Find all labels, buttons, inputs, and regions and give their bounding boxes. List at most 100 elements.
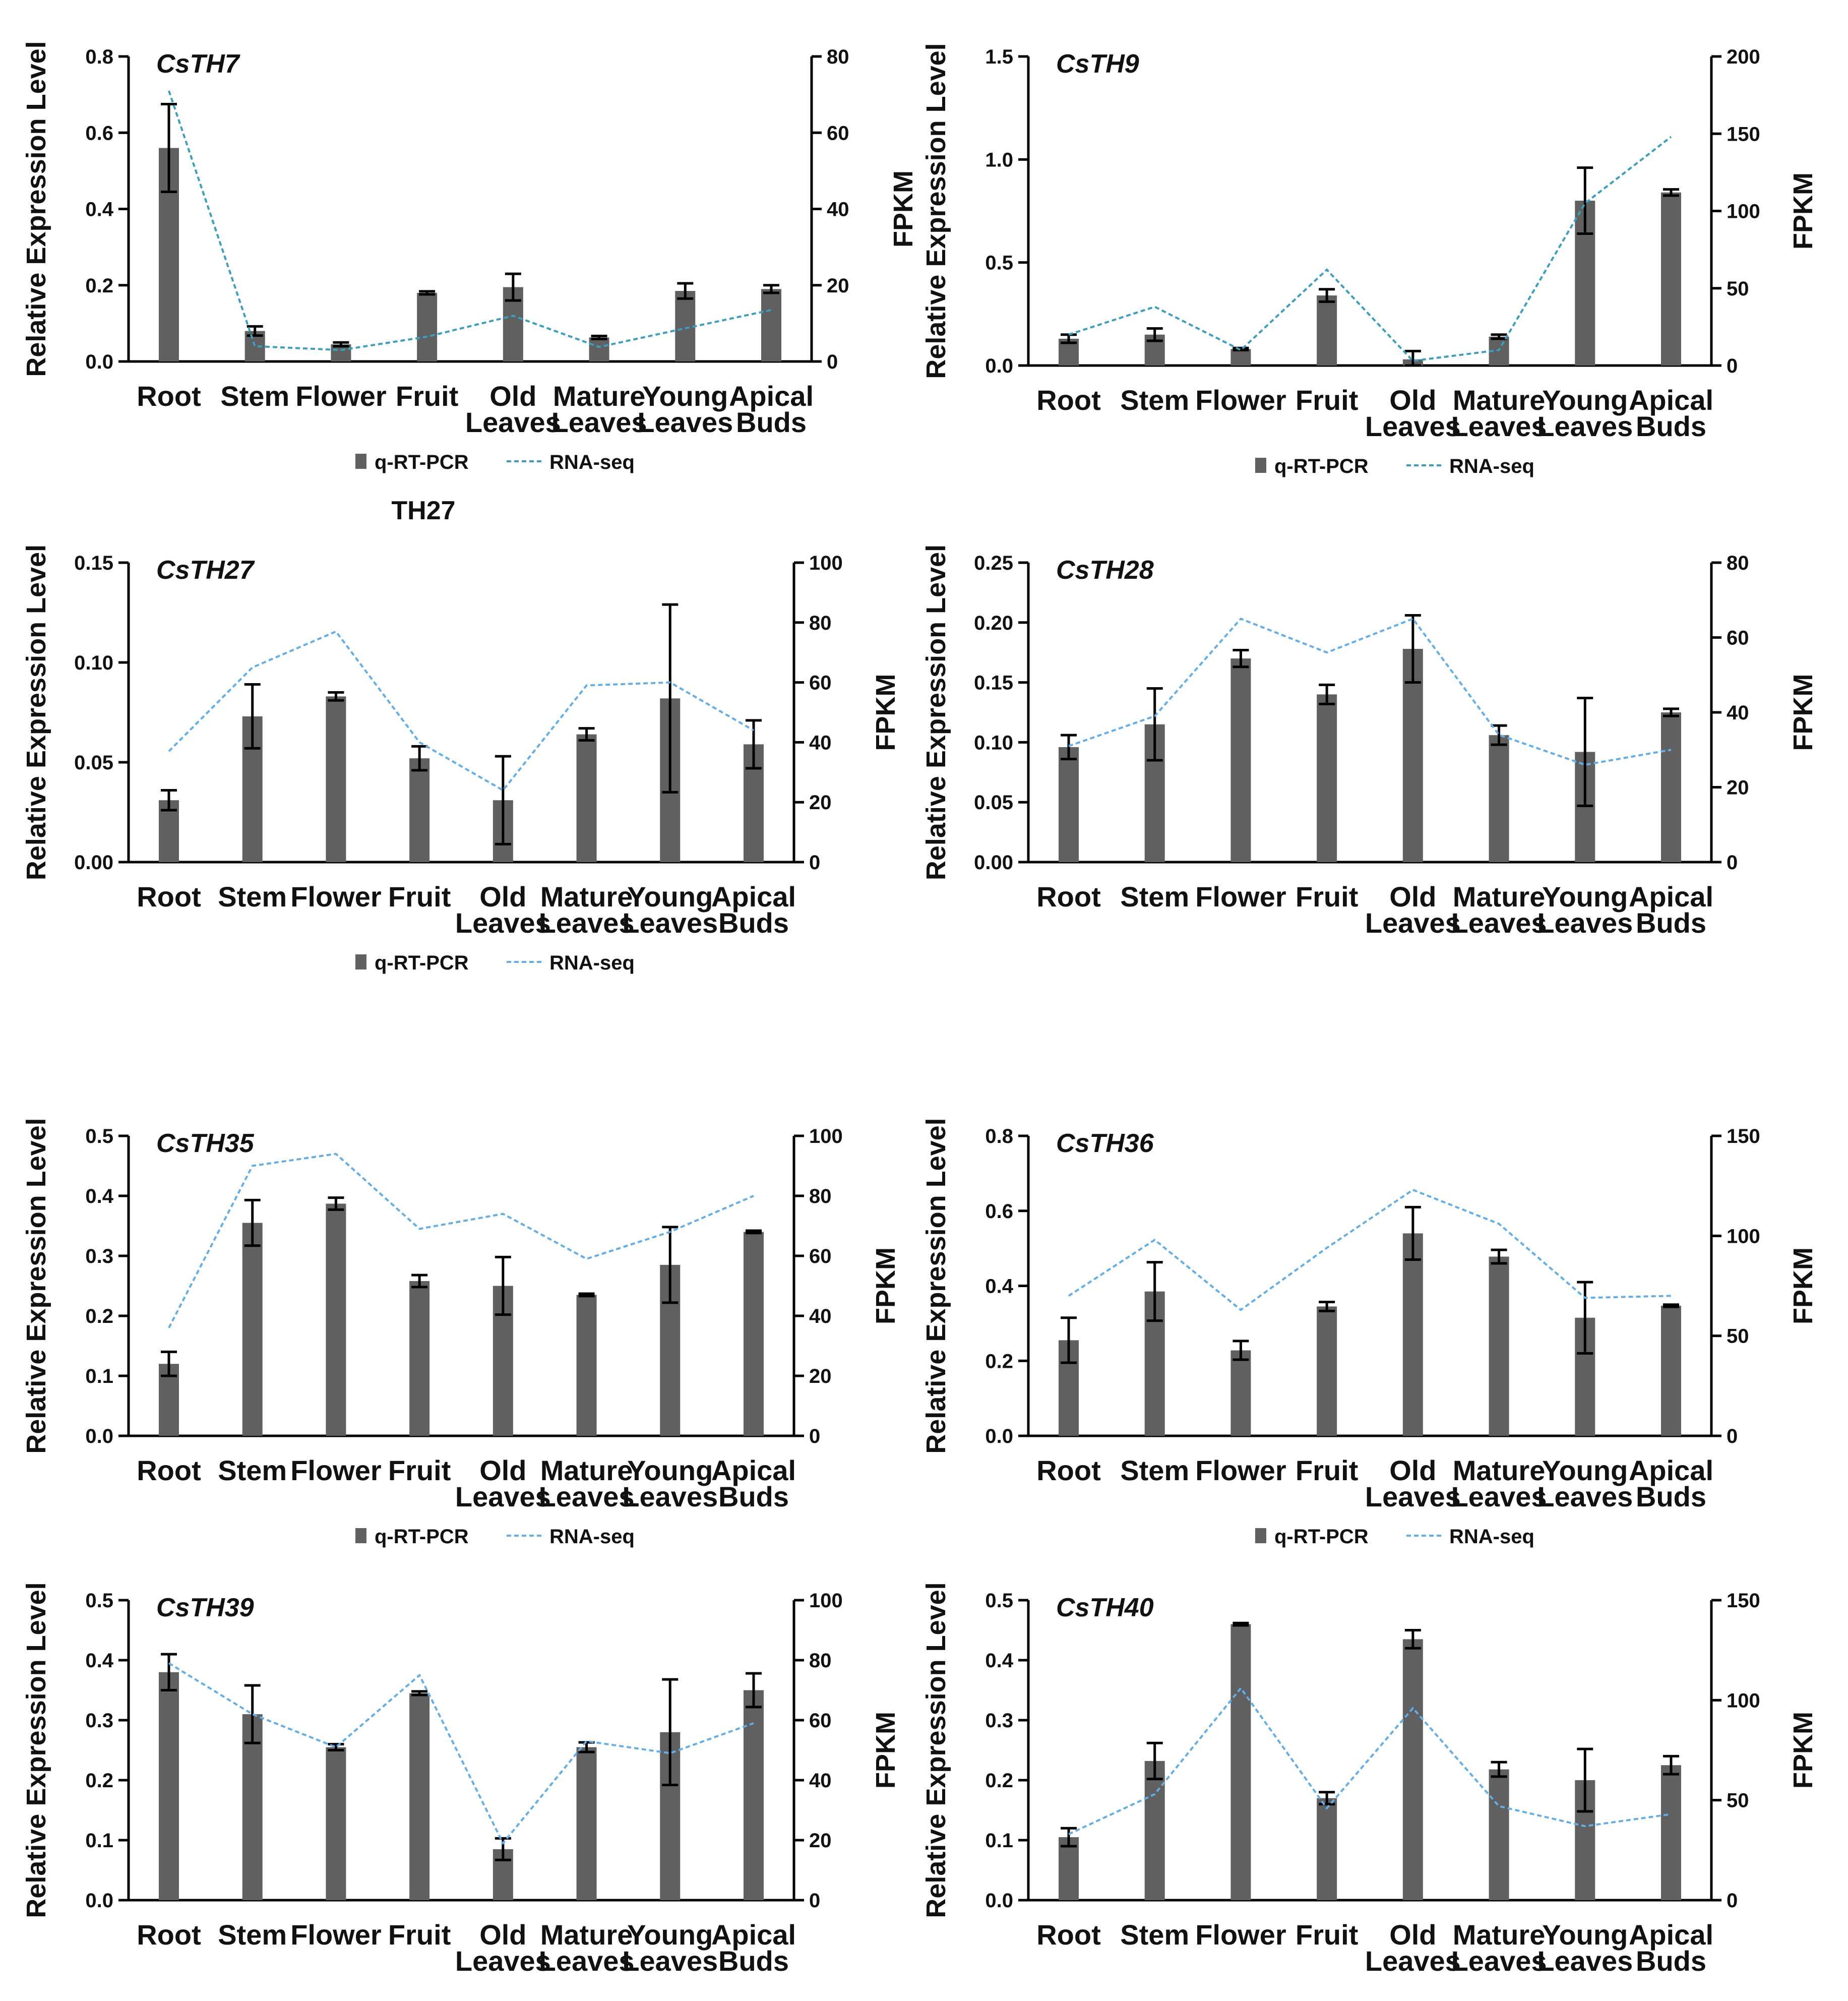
category-label-line: Young	[1542, 1454, 1628, 1486]
category-label: Old Leaves	[465, 380, 561, 438]
category-label-line: Root	[1036, 1919, 1101, 1951]
left-tick-label: 1.5	[985, 46, 1013, 68]
bar	[326, 696, 346, 862]
legend-line-label: RNA-seq	[549, 451, 635, 473]
category-label: Mature Leaves	[539, 881, 635, 939]
category-label: Fruit	[1296, 881, 1358, 913]
right-tick-label: 0	[809, 852, 820, 874]
right-tick-label: 150	[1727, 1590, 1760, 1612]
bar	[576, 1747, 597, 1900]
category-label: Young Leaves	[622, 1919, 718, 1977]
legend: q-RT-PCR RNA-seq	[1255, 1526, 1534, 1548]
legend-bar-label: q-RT-PCR	[375, 451, 469, 473]
category-label-line: Buds	[1636, 1481, 1706, 1512]
category-label: Fruit	[396, 380, 458, 412]
category-label-line: Mature	[540, 1919, 633, 1951]
bar	[589, 337, 609, 361]
category-label: Apical Buds	[1629, 881, 1713, 939]
category-label: Flower	[290, 1454, 381, 1486]
left-tick-label: 0.4	[85, 1650, 113, 1672]
right-tick-label: 60	[809, 1245, 832, 1267]
category-label: Stem	[1120, 1454, 1189, 1486]
left-tick-label: 0.6	[985, 1200, 1013, 1223]
left-tick-label: 0.2	[985, 1770, 1013, 1792]
right-tick-label: 100	[809, 552, 843, 574]
legend: q-RT-PCR RNA-seq	[355, 451, 635, 473]
category-label: Young Leaves	[1537, 384, 1633, 442]
category-label-line: Young	[627, 1919, 713, 1951]
category-label: Apical Buds	[711, 1454, 796, 1512]
bar	[1317, 1798, 1337, 1900]
left-axis-title: Relative Expression Level	[921, 544, 951, 880]
right-tick-label: 80	[1727, 552, 1749, 574]
right-tick-label: 60	[1727, 627, 1749, 649]
legend-bar-swatch	[1255, 458, 1266, 473]
left-tick-label: 0.0	[985, 355, 1013, 377]
right-tick-label: 0	[809, 1425, 820, 1447]
category-label-line: Leaves	[637, 406, 733, 438]
rna-seq-line	[168, 90, 772, 351]
left-axis-title: Relative Expression Level	[21, 544, 51, 880]
left-axis-title: Relative Expression Level	[21, 1118, 51, 1453]
left-tick-label: 0.1	[985, 1830, 1013, 1852]
bar	[1489, 1256, 1509, 1436]
category-label: Stem	[220, 380, 289, 412]
category-label: Fruit	[1296, 1919, 1358, 1951]
left-tick-label: 0.2	[85, 1305, 113, 1327]
right-axis-title: FPKM	[871, 1247, 901, 1324]
bar	[1402, 1233, 1423, 1436]
category-label: Mature Leaves	[539, 1454, 635, 1512]
left-tick-label: 0.05	[74, 752, 113, 774]
category-label-line: Leaves	[622, 907, 718, 939]
category-label-line: Root	[137, 380, 201, 412]
category-label: Young Leaves	[622, 1454, 718, 1512]
category-label: Young Leaves	[622, 881, 718, 939]
category-label: Root	[1036, 881, 1101, 913]
bar	[159, 1672, 179, 1900]
category-label: Mature Leaves	[1451, 384, 1547, 442]
category-label-line: Old	[1389, 1454, 1436, 1486]
category-label: Flower	[290, 881, 381, 913]
category-label-line: Apical	[711, 1454, 796, 1486]
chart-csth35: 0.0 0.1 0.2 0.3 0.4 0.5 0 20 40 60 80 100 Relative E…	[21, 1118, 901, 1548]
chart-csth9: 0.0 0.5 1.0 1.5 0 50 100 150 200 Relative Express…	[921, 43, 1818, 477]
bar	[1661, 1305, 1681, 1436]
category-label-line: Old	[479, 881, 526, 913]
right-tick-label: 50	[1727, 1790, 1749, 1812]
bar	[744, 1232, 764, 1436]
panel-title: CsTH9	[1056, 49, 1139, 79]
bar	[744, 1690, 764, 1900]
category-label: Fruit	[1296, 384, 1358, 416]
category-label-line: Fruit	[396, 380, 458, 412]
category-label-line: Buds	[718, 907, 789, 939]
left-tick-label: 0.1	[85, 1830, 113, 1852]
category-label: Fruit	[388, 881, 451, 913]
category-label-line: Leaves	[622, 1945, 718, 1977]
category-label-line: Stem	[1120, 881, 1189, 913]
right-tick-label: 40	[809, 1770, 832, 1792]
category-label: Flower	[290, 1919, 381, 1951]
bar	[1059, 1837, 1079, 1900]
panel-title: CsTH28	[1056, 556, 1154, 585]
category-label-line: Buds	[718, 1945, 789, 1977]
right-tick-label: 0	[809, 1890, 820, 1912]
left-tick-label: 0.00	[74, 852, 113, 874]
category-label: Fruit	[1296, 1454, 1358, 1486]
left-tick-label: 0.4	[985, 1276, 1013, 1298]
category-label: Root	[137, 1454, 201, 1486]
category-label-line: Old	[1389, 881, 1436, 913]
left-axis-title: Relative Expression Level	[21, 1582, 51, 1918]
bar	[326, 1203, 346, 1436]
bar	[1317, 1306, 1337, 1436]
category-label-line: Flower	[290, 881, 381, 913]
category-label-line: Young	[1542, 384, 1628, 416]
right-tick-label: 50	[1727, 1325, 1749, 1348]
category-label-line: Mature	[540, 881, 633, 913]
category-label: Old Leaves	[1365, 1919, 1461, 1977]
rna-seq-line	[1068, 1686, 1672, 1835]
right-tick-label: 0	[1727, 1890, 1738, 1912]
category-label: Apical Buds	[711, 881, 796, 939]
category-label-line: Mature	[1453, 384, 1546, 416]
left-tick-label: 0.20	[974, 612, 1013, 634]
category-label-line: Leaves	[455, 1945, 551, 1977]
